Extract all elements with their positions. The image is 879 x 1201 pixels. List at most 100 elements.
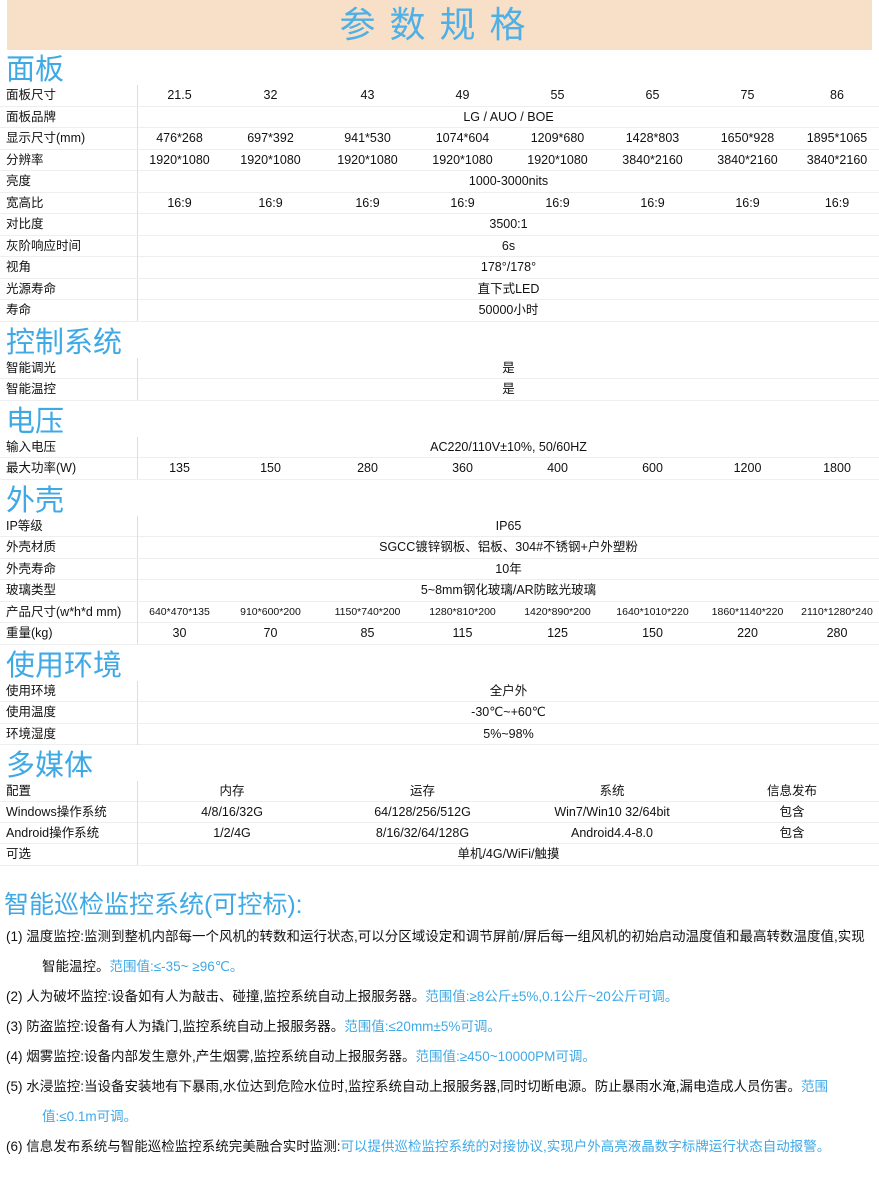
monitor-heading: 智能巡检监控系统(可控标): [4,890,303,919]
spec-value: 6s [501,238,516,253]
spec-value: Win7/Win10 32/64bit [554,805,670,819]
spec-label: 外壳材质 [0,537,138,558]
spec-value: 3840*2160 [806,152,868,167]
spec-value: 49 [455,88,470,102]
spec-value: 697*392 [247,131,294,145]
spec-label: 宽高比 [0,192,138,214]
section-heading-shell: 外壳 [6,484,65,517]
spec-label: 使用温度 [0,702,138,723]
spec-row: 亮度 1000-3000nits [0,171,879,193]
spec-value: 400 [547,461,568,475]
page-title: 参数规格 [7,0,872,50]
spec-row: 使用温度 -30℃~+60℃ [0,702,879,724]
spec-value: 16:9 [450,195,475,210]
spec-value: AC220/110V±10%, 50/60HZ [430,439,587,454]
spec-value: 16:9 [355,195,380,210]
spec-row: 产品尺寸(w*h*d mm) 640*470*135 910*600*200 1150… [0,601,879,623]
spec-value: 640*470*135 [149,605,210,618]
spec-value: 包含 [779,826,805,840]
spec-value: 64/128/256/512G [374,805,471,819]
monitor-item: (2) 人为破坏监控:设备如有人为敲击、碰撞,监控系统自动上报服务器。范围值:≥… [6,982,873,1012]
spec-label: 产品尺寸(w*h*d mm) [0,601,138,623]
spec-label: 配置 [0,781,138,802]
spec-label: 重量(kg) [0,623,138,644]
monitor-item-range: 范围值:≤20mm±5%可调。 [344,1018,501,1034]
spec-row: 输入电压 AC220/110V±10%, 50/60HZ [0,436,879,458]
spec-row: 宽高比 16:9 16:9 16:9 16:9 16:9 16:9 16:9 16:9 [0,192,879,214]
monitor-item-text: (4) 烟雾监控:设备内部发生意外,产生烟雾,监控系统自动上报服务器。 [6,1048,416,1064]
spec-value: 是 [502,360,515,375]
spec-value: 360 [452,461,473,475]
spec-value: 1650*928 [720,131,775,145]
spec-value: 85 [360,626,375,640]
spec-row: 外壳材质 SGCC镀锌钢板、铝板、304#不锈钢+户外塑粉 [0,537,879,559]
spec-value: LG / AUO / BOE [463,109,554,124]
monitor-item: (6) 信息发布系统与智能巡检监控系统完美融合实时监测:可以提供巡检监控系统的对… [6,1132,873,1162]
spec-value: SGCC镀锌钢板、铝板、304#不锈钢+户外塑粉 [379,540,638,554]
spec-value: 220 [737,626,758,640]
spec-value: 1428*803 [625,131,680,145]
spec-value: 16:9 [640,195,665,210]
spec-value: 32 [263,88,278,102]
spec-row: 光源寿命 直下式LED [0,278,879,300]
spec-value: 全户外 [489,683,528,698]
spec-value: 1920*1080 [240,152,301,167]
spec-value: 2110*1280*240 [801,605,873,618]
spec-value: -30℃~+60℃ [471,705,546,719]
spec-value: 5%~98% [483,726,534,741]
spec-value: 3840*2160 [717,152,778,167]
monitor-item: (3) 防盗监控:设备有人为撬门,监控系统自动上报服务器。范围值:≤20mm±5… [6,1012,873,1042]
spec-value: 1000-3000nits [468,174,549,188]
spec-value: 1920*1080 [432,152,493,167]
spec-value: 16:9 [258,195,283,210]
spec-value: 1150*740*200 [334,605,401,618]
monitor-item-range: 范围值:≤0.1m可调。 [42,1078,829,1124]
spec-row: 重量(kg) 30 70 85 115 125 150 220 280 [0,623,879,645]
spec-value: 单机/4G/WiFi/触摸 [457,847,560,861]
spec-label: 玻璃类型 [0,580,138,601]
monitor-item: (4) 烟雾监控:设备内部发生意外,产生烟雾,监控系统自动上报服务器。范围值:≥… [6,1042,873,1072]
spec-label: 面板品牌 [0,106,138,128]
spec-value: 150 [260,461,281,475]
spec-value: 1420*890*200 [524,605,591,618]
spec-label: 寿命 [0,300,138,321]
spec-value: 是 [502,382,515,396]
spec-row: 对比度 3500:1 [0,214,879,236]
section-heading-control: 控制系统 [6,326,123,359]
spec-value: 4/8/16/32G [201,805,263,819]
spec-label: 灰阶响应时间 [0,235,138,257]
spec-value: 1800 [823,461,851,475]
spec-row: 分辨率 1920*1080 1920*1080 1920*1080 1920*1080 1… [0,149,879,171]
spec-row: 配置 内存 运存 系统 信息发布 [0,781,879,802]
monitor-item-range: 范围值:≥8公斤±5%,0.1公斤~20公斤可调。 [425,988,679,1004]
spec-value: 21.5 [167,88,192,102]
spec-value: 系统 [599,784,625,798]
spec-value: 1920*1080 [337,152,398,167]
spec-value: 16:9 [735,195,760,210]
spec-value: 1895*1065 [806,131,868,145]
spec-row: 使用环境 全户外 [0,680,879,702]
monitor-item-text: (1) 温度监控:监测到整机内部每一个风机的转数和运行状态,可以分区域设定和调节… [6,928,865,974]
spec-value: 3500:1 [489,217,528,231]
spec-label: 最大功率(W) [0,458,138,479]
spec-value: 43 [360,88,375,102]
spec-value: 1074*604 [435,131,490,145]
spec-table: 面板 面板尺寸 21.5 32 43 49 55 65 75 86 面板品牌 LG / AUO / B… [0,53,879,1162]
spec-label: IP等级 [0,515,138,537]
spec-label: 输入电压 [0,436,138,458]
spec-label: 环境湿度 [0,723,138,745]
spec-value: 115 [452,626,473,640]
spec-row: IP等级 IP65 [0,515,879,537]
monitor-item: (1) 温度监控:监测到整机内部每一个风机的转数和运行状态,可以分区域设定和调节… [6,922,873,982]
spec-value: 600 [642,461,663,475]
spec-value: 125 [547,626,568,640]
spec-label: Android操作系统 [0,823,138,844]
spec-label: 可选 [0,844,138,865]
monitor-item-range: 范围值:≤-35~ ≥96℃。 [109,958,244,974]
monitor-item-text: (6) 信息发布系统与智能巡检监控系统完美融合实时监测: [6,1138,341,1154]
spec-value: 476*268 [156,131,203,145]
spec-row: 面板尺寸 21.5 32 43 49 55 65 75 86 [0,85,879,107]
spec-row: 环境湿度 5%~98% [0,723,879,745]
spec-row: 外壳寿命 10年 [0,558,879,580]
spec-value: 直下式LED [477,281,540,296]
